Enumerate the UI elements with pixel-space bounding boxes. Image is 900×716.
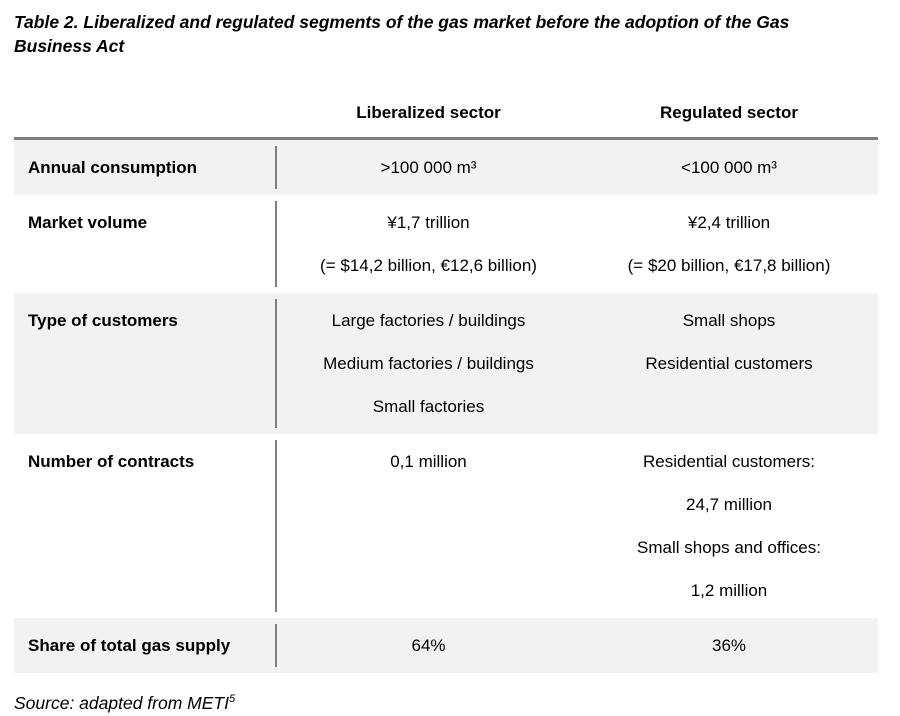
- cell-line: Small shops and offices:: [637, 538, 821, 557]
- cell-line: Small shops: [682, 311, 776, 330]
- row-label: Annual consumption: [14, 146, 277, 189]
- cell-line: Large factories / buildings: [331, 311, 526, 330]
- cell-line: Residential customers: [645, 354, 813, 373]
- table-caption: Table 2. Liberalized and regulated segme…: [14, 10, 878, 58]
- gas-market-table: Annual consumption >100 000 m³ <100 000 …: [14, 137, 878, 673]
- table-row-annual-consumption: Annual consumption >100 000 m³ <100 000 …: [14, 140, 878, 195]
- source-note: Source: adapted from METI5: [14, 693, 878, 714]
- row-label: Type of customers: [14, 299, 277, 428]
- column-header-spacer: [14, 103, 277, 123]
- source-footnote-number: 5: [228, 693, 236, 706]
- cell-line: 64%: [411, 636, 446, 655]
- row-label: Share of total gas supply: [14, 624, 277, 667]
- row-label: Number of contracts: [14, 440, 277, 612]
- cell-liberalized: ¥1,7 trillion (= $14,2 billion, €12,6 bi…: [277, 201, 580, 287]
- column-headers: Liberalized sector Regulated sector: [14, 103, 878, 123]
- table-row-number-of-contracts: Number of contracts 0,1 million Resident…: [14, 434, 878, 618]
- table-caption-line1: Table 2. Liberalized and regulated segme…: [14, 12, 790, 32]
- cell-line: 0,1 million: [390, 452, 467, 471]
- cell-line: 36%: [711, 636, 747, 655]
- cell-line: ¥2,4 trillion: [687, 213, 771, 232]
- table-caption-line2: Business Act: [14, 36, 125, 56]
- cell-line: Small factories: [372, 397, 485, 416]
- cell-regulated: ¥2,4 trillion (= $20 billion, €17,8 bill…: [580, 201, 878, 287]
- cell-line: Medium factories / buildings: [323, 354, 534, 373]
- cell-line: (= $20 billion, €17,8 billion): [627, 256, 831, 275]
- cell-regulated: Small shops Residential customers: [580, 299, 878, 428]
- cell-line: <100 000 m³: [681, 158, 777, 177]
- table-row-type-of-customers: Type of customers Large factories / buil…: [14, 293, 878, 434]
- row-label: Market volume: [14, 201, 277, 287]
- cell-line: 24,7 million: [686, 495, 772, 514]
- cell-liberalized: 64%: [277, 624, 580, 667]
- table-row-market-volume: Market volume ¥1,7 trillion (= $14,2 bil…: [14, 195, 878, 293]
- source-text: Source: adapted from METI: [14, 693, 229, 713]
- cell-regulated: Residential customers: 24,7 million Smal…: [580, 440, 878, 612]
- table-row-share-of-total-gas-supply: Share of total gas supply 64% 36%: [14, 618, 878, 673]
- cell-line: Residential customers:: [643, 452, 815, 471]
- cell-liberalized: >100 000 m³: [277, 146, 580, 189]
- cell-liberalized: 0,1 million: [277, 440, 580, 612]
- cell-liberalized: Large factories / buildings Medium facto…: [277, 299, 580, 428]
- column-header-regulated: Regulated sector: [660, 103, 798, 122]
- cell-regulated: <100 000 m³: [580, 146, 878, 189]
- cell-regulated: 36%: [580, 624, 878, 667]
- cell-line: 1,2 million: [690, 581, 768, 600]
- cell-line: >100 000 m³: [380, 158, 477, 177]
- cell-line: (= $14,2 billion, €12,6 billion): [320, 256, 537, 275]
- column-header-liberalized: Liberalized sector: [356, 103, 501, 122]
- cell-line: ¥1,7 trillion: [387, 213, 470, 232]
